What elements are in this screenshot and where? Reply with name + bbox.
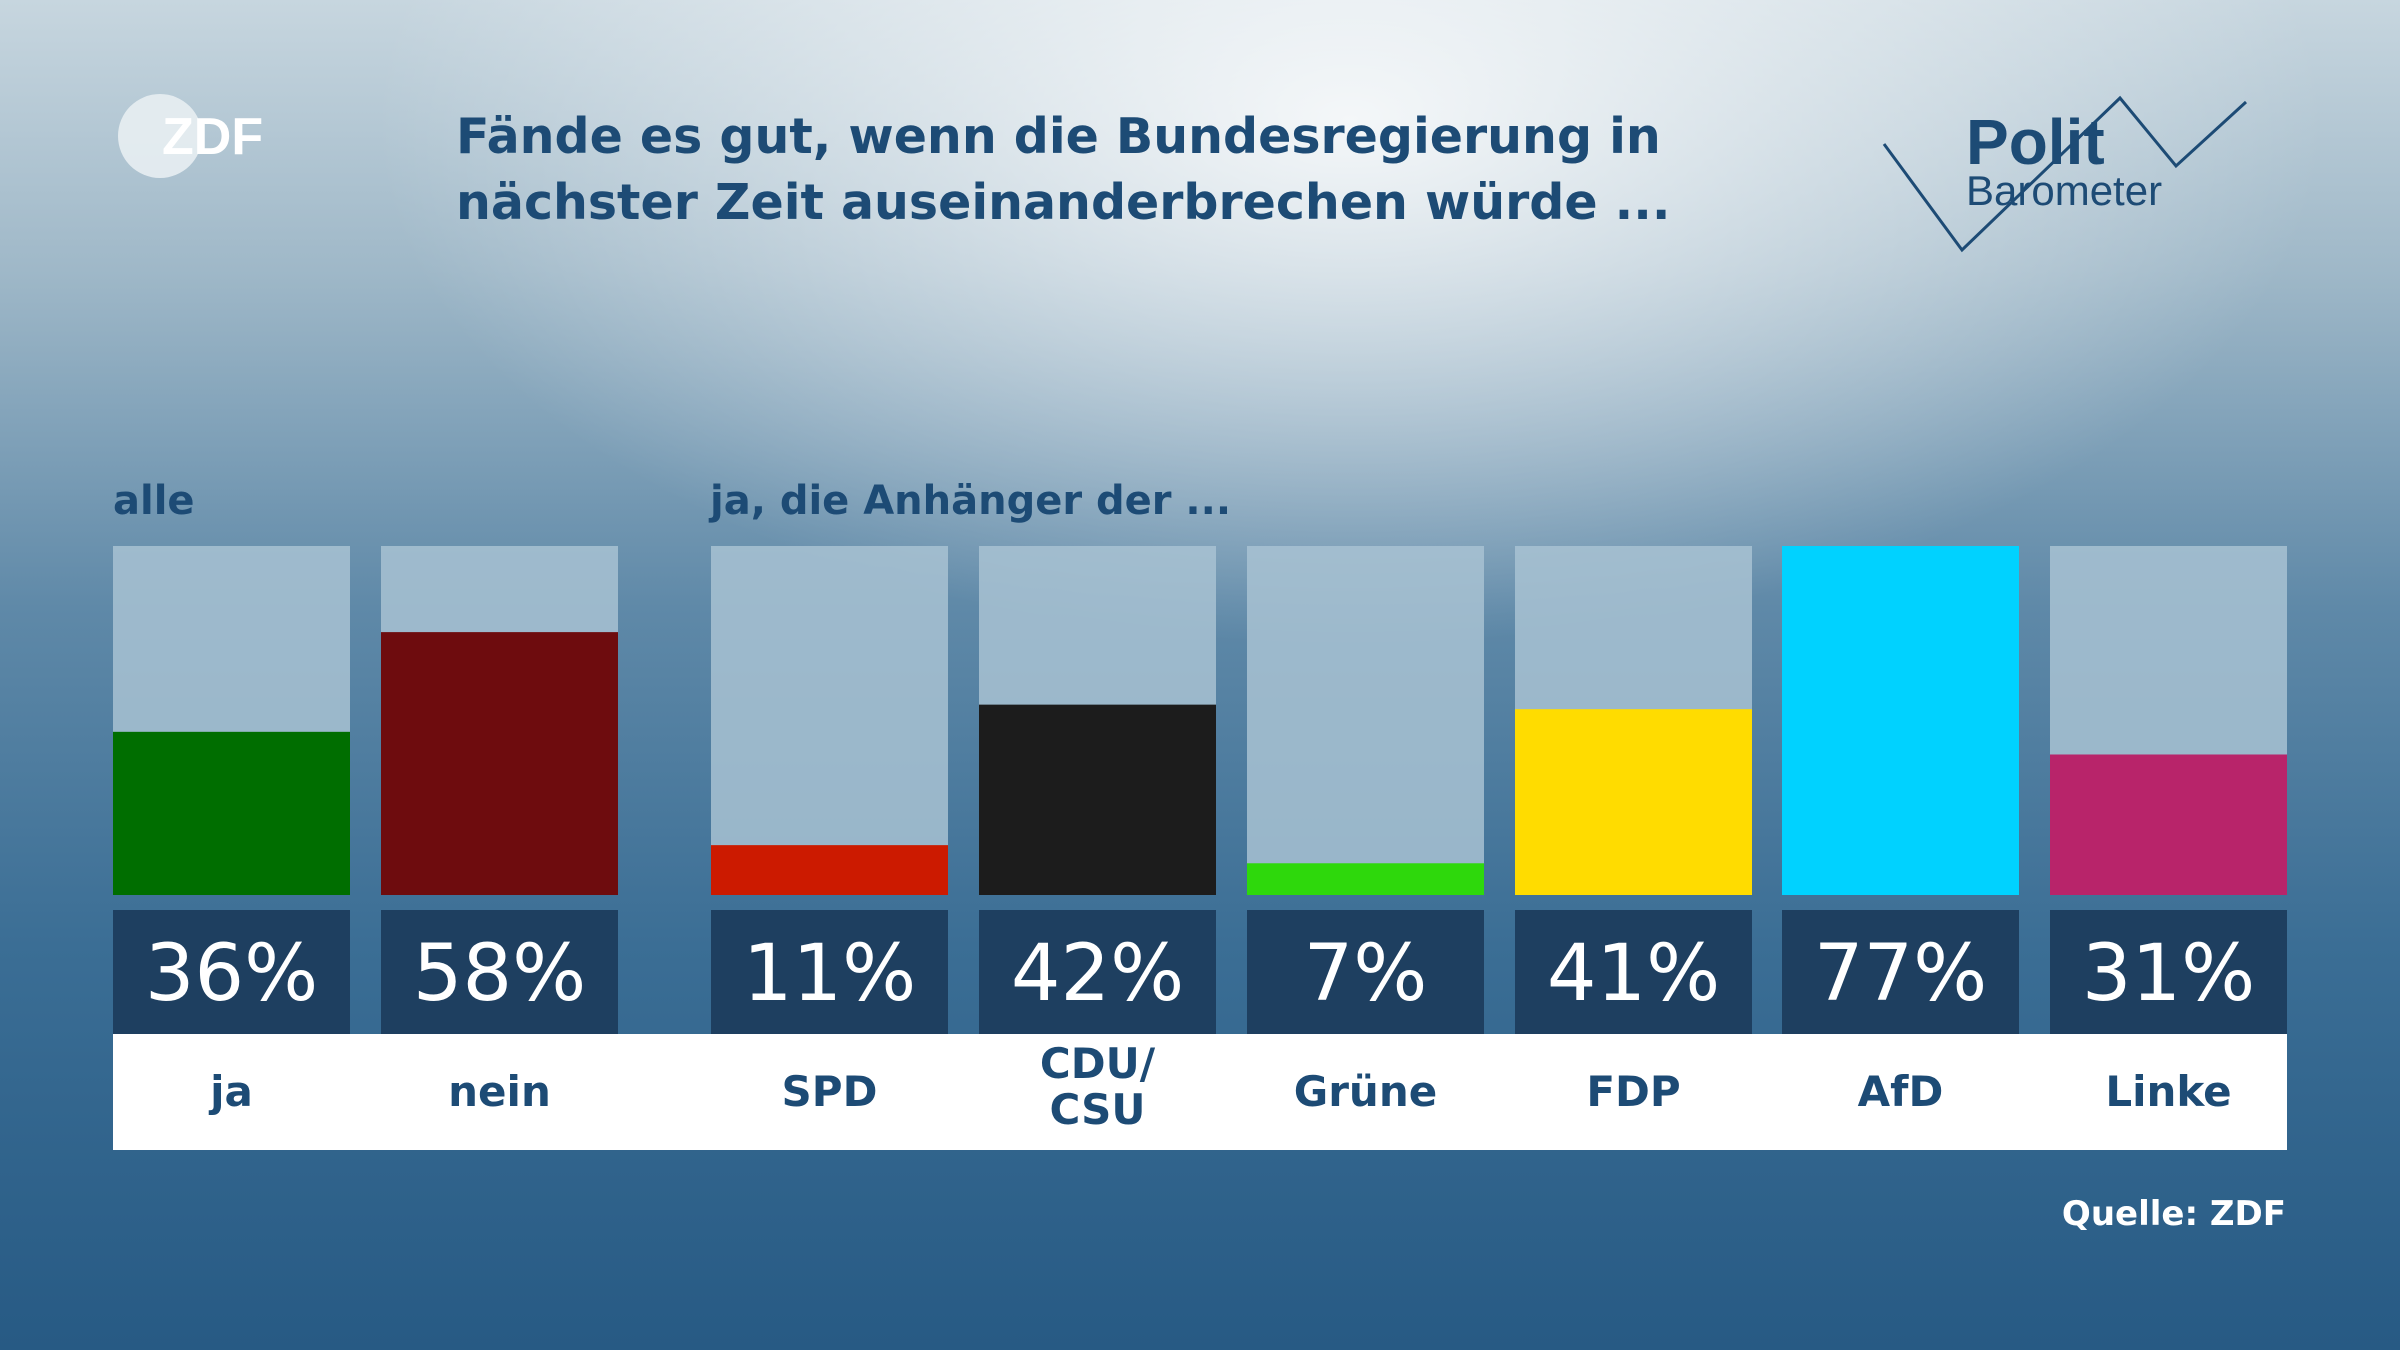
category-label: ja xyxy=(208,1067,253,1116)
politbarometer-logo: Polit Barometer xyxy=(1870,92,2250,262)
category-label-band xyxy=(113,1034,2287,1150)
value-label: 36% xyxy=(145,929,318,1019)
value-box xyxy=(381,910,618,1034)
value-box xyxy=(1247,910,1484,1034)
value-label: 42% xyxy=(1011,929,1184,1019)
category-label: SPD xyxy=(782,1067,878,1116)
value-box xyxy=(979,910,1216,1034)
value-label: 77% xyxy=(1814,929,1987,1019)
bar xyxy=(1247,863,1484,895)
chart-title-line-1: Fände es gut, wenn die Bundesregierung i… xyxy=(456,108,1661,165)
value-box xyxy=(1782,910,2019,1034)
bar-track xyxy=(711,546,948,895)
value-label: 7% xyxy=(1304,929,1428,1019)
category-label: FDP xyxy=(1586,1067,1680,1116)
bar xyxy=(2050,754,2287,895)
politbarometer-zigzag-icon xyxy=(1882,95,2248,253)
bar xyxy=(113,731,350,895)
category-label: CDU/CSU xyxy=(1040,1039,1156,1134)
value-box xyxy=(113,910,350,1034)
bar xyxy=(381,632,618,895)
value-label: 31% xyxy=(2082,929,2255,1019)
value-box xyxy=(2050,910,2287,1034)
value-label: 58% xyxy=(413,929,586,1019)
source-note: Quelle: ZDF xyxy=(2061,1194,2286,1234)
bar xyxy=(1515,709,1752,895)
category-label: Grüne xyxy=(1294,1067,1437,1116)
politbarometer-logo-line-1: Polit xyxy=(1966,106,2105,178)
chart-title: Fände es gut, wenn die Bundesregierung i… xyxy=(456,104,1756,236)
category-label: Linke xyxy=(2105,1067,2231,1116)
zdf-logo-text: ZDF xyxy=(162,108,263,166)
category-label: nein xyxy=(448,1067,551,1116)
value-label: 41% xyxy=(1547,929,1720,1019)
group-label-all: alle xyxy=(113,478,195,524)
bar-track xyxy=(1247,546,1484,895)
value-label: 11% xyxy=(743,929,916,1019)
value-box xyxy=(1515,910,1752,1034)
bar xyxy=(979,704,1216,895)
chart-title-line-2: nächster Zeit auseinanderbrechen würde .… xyxy=(456,174,1671,231)
value-box xyxy=(711,910,948,1034)
zdf-logo: ZDF xyxy=(112,88,272,184)
category-label: AfD xyxy=(1858,1067,1944,1116)
bar xyxy=(1782,546,2019,895)
bar xyxy=(711,845,948,895)
politbarometer-logo-line-2: Barometer xyxy=(1966,167,2163,214)
group-label-supporters: ja, die Anhänger der ... xyxy=(710,478,1232,524)
